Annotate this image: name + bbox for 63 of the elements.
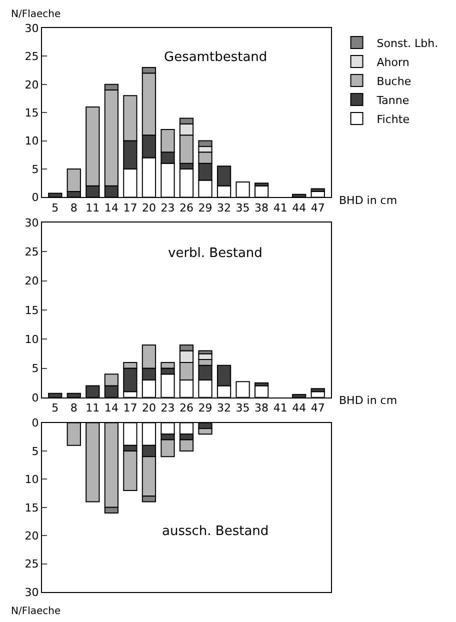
y-tick-label: 20 [24,274,39,288]
y-tick-label: 0 [32,416,39,430]
legend-label: Tanne [376,94,410,107]
y-tick-label: 5 [32,444,39,458]
x-tick-label: 20 [142,201,156,214]
x-tick-label: 8 [70,201,78,214]
x-tick-label: 41 [273,402,288,415]
y-tick-label: 30 [24,586,39,599]
x-tick-label: 11 [86,201,100,214]
x-tick-label: 47 [310,402,325,415]
legend-label: Fichte [376,112,410,126]
text: aussch. Bestand [162,524,269,539]
x-tick-label: 35 [236,402,250,415]
x-tick-label: 17 [123,402,138,415]
x-tick-label: 35 [236,201,250,214]
x-tick-label: 41 [273,201,288,214]
y-tick-label: 15 [24,106,39,120]
x-tick-label: 26 [180,201,194,214]
x-tick-label: 29 [198,402,212,415]
y-tick-label: 5 [32,162,39,176]
y-axis-title: N/Flaeche [11,9,61,20]
x-tick-label: 38 [254,201,269,214]
x-tick-label: 44 [292,402,306,415]
x-tick-label: 5 [52,402,59,415]
y-tick-label: 0 [32,191,39,204]
y-tick-label: 25 [24,246,39,259]
x-tick-label: 32 [217,201,232,214]
legend-label: Buche [376,74,412,88]
x-tick-label: 23 [160,201,175,214]
y-tick-label: 20 [24,529,39,542]
legend-label: Ahorn [376,56,410,69]
y-tick-label: 25 [24,50,39,64]
x-tick-label: 14 [104,402,118,415]
y-tick-label: 25 [24,558,39,571]
x-tick-label: 38 [254,402,269,415]
text: Gesamtbestand [164,50,268,65]
x-tick-label: 17 [123,201,138,214]
y-axis-title: N/Flaeche [11,606,61,617]
x-tick-label: 20 [142,402,156,415]
x-tick-label: 47 [310,201,325,214]
x-tick-label: 44 [292,201,306,214]
y-tick-label: 15 [24,501,39,514]
x-axis-title: BHD in cm [339,194,398,207]
y-tick-label: 10 [24,134,39,148]
legend-label: Sonst. Lbh. [376,36,438,50]
x-axis-title: BHD in cm [339,394,398,407]
y-tick-label: 20 [24,78,39,92]
y-tick-label: 0 [32,391,39,404]
x-tick-label: 11 [86,402,100,415]
x-tick-label: 29 [198,201,212,214]
text: verbl. Bestand [168,246,262,261]
x-tick-label: 32 [217,402,232,415]
x-tick-label: 8 [70,402,78,415]
x-tick-label: 26 [180,402,194,415]
y-tick-label: 15 [24,304,39,317]
x-tick-label: 5 [52,201,59,214]
y-tick-label: 30 [24,216,39,230]
y-tick-label: 10 [24,473,39,486]
x-tick-label: 23 [160,402,175,415]
y-tick-label: 30 [24,22,39,35]
x-tick-label: 14 [104,201,118,214]
y-tick-label: 10 [24,332,39,346]
y-tick-label: 5 [32,362,39,376]
